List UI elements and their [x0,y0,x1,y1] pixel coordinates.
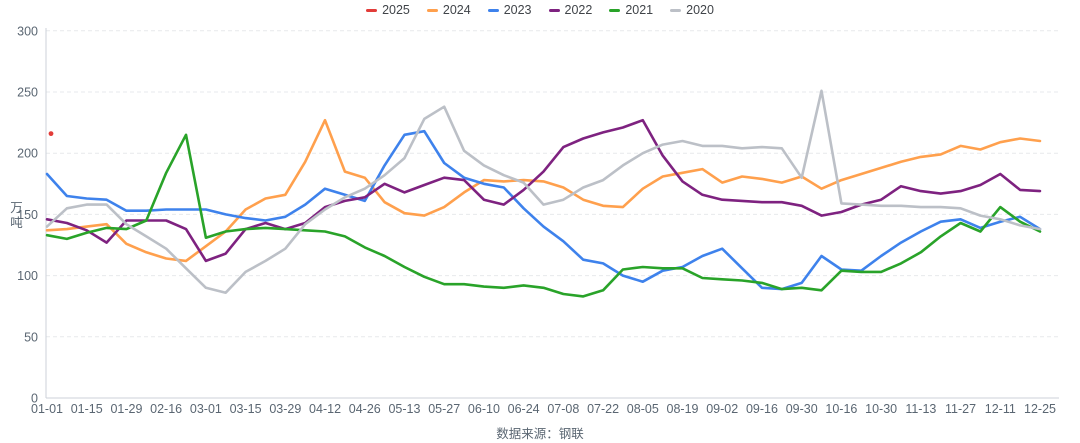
svg-text:04-26: 04-26 [349,402,381,416]
svg-text:03-15: 03-15 [230,402,262,416]
svg-text:03-01: 03-01 [190,402,222,416]
legend-item-2020[interactable]: 2020 [670,3,714,17]
legend-marker-2020 [670,8,682,12]
legend-label-2020: 2020 [686,3,714,17]
legend-label-2022: 2022 [564,3,593,17]
svg-text:08-19: 08-19 [667,402,699,416]
svg-text:06-10: 06-10 [468,402,500,416]
svg-text:250: 250 [17,86,38,100]
legend-marker-2022 [548,8,560,12]
svg-text:12-11: 12-11 [985,402,1016,416]
legend-marker-2023 [487,8,499,12]
y-axis-unit-label: 万吨 [10,201,23,230]
legend-item-2024[interactable]: 2024 [426,3,471,17]
legend-item-2021[interactable]: 2021 [609,3,653,17]
svg-text:300: 300 [17,24,38,38]
svg-text:02-16: 02-16 [150,402,182,416]
legend-item-2025[interactable]: 2025 [366,3,410,17]
svg-text:09-02: 09-02 [706,402,738,416]
svg-text:09-30: 09-30 [786,402,818,416]
svg-text:10-30: 10-30 [865,402,897,416]
data-source-caption: 数据来源：钢联 [496,427,584,441]
svg-text:12-25: 12-25 [1024,402,1056,416]
legend-item-2023[interactable]: 2023 [487,3,532,17]
svg-text:03-29: 03-29 [269,402,301,416]
svg-text:200: 200 [17,147,38,161]
svg-text:11-13: 11-13 [905,402,936,416]
svg-text:07-22: 07-22 [587,402,619,416]
svg-text:10-16: 10-16 [825,402,857,416]
legend-marker-2024 [426,8,438,12]
legend-marker-2025 [366,8,378,12]
chart-legend: 2025 2024 2023 2022 2021 2020 [0,3,1080,17]
svg-text:01-01: 01-01 [31,402,63,416]
svg-text:50: 50 [24,330,38,344]
svg-text:05-27: 05-27 [428,402,460,416]
svg-text:04-12: 04-12 [309,402,341,416]
legend-marker-2021 [609,8,621,12]
legend-label-2025: 2025 [382,3,410,17]
legend-label-2023: 2023 [503,3,532,17]
svg-text:01-15: 01-15 [71,402,103,416]
svg-text:150: 150 [17,208,38,222]
svg-text:11-27: 11-27 [945,402,976,416]
legend-label-2021: 2021 [625,3,654,17]
svg-text:06-24: 06-24 [508,402,540,416]
legend-label-2024: 2024 [442,3,471,17]
svg-text:01-29: 01-29 [110,402,142,416]
svg-text:0: 0 [31,392,38,406]
svg-text:09-16: 09-16 [746,402,778,416]
svg-text:100: 100 [17,269,38,283]
svg-text:08-05: 08-05 [627,402,659,416]
svg-text:05-13: 05-13 [388,402,420,416]
svg-text:07-08: 07-08 [547,402,579,416]
legend-item-2022[interactable]: 2022 [548,3,593,17]
